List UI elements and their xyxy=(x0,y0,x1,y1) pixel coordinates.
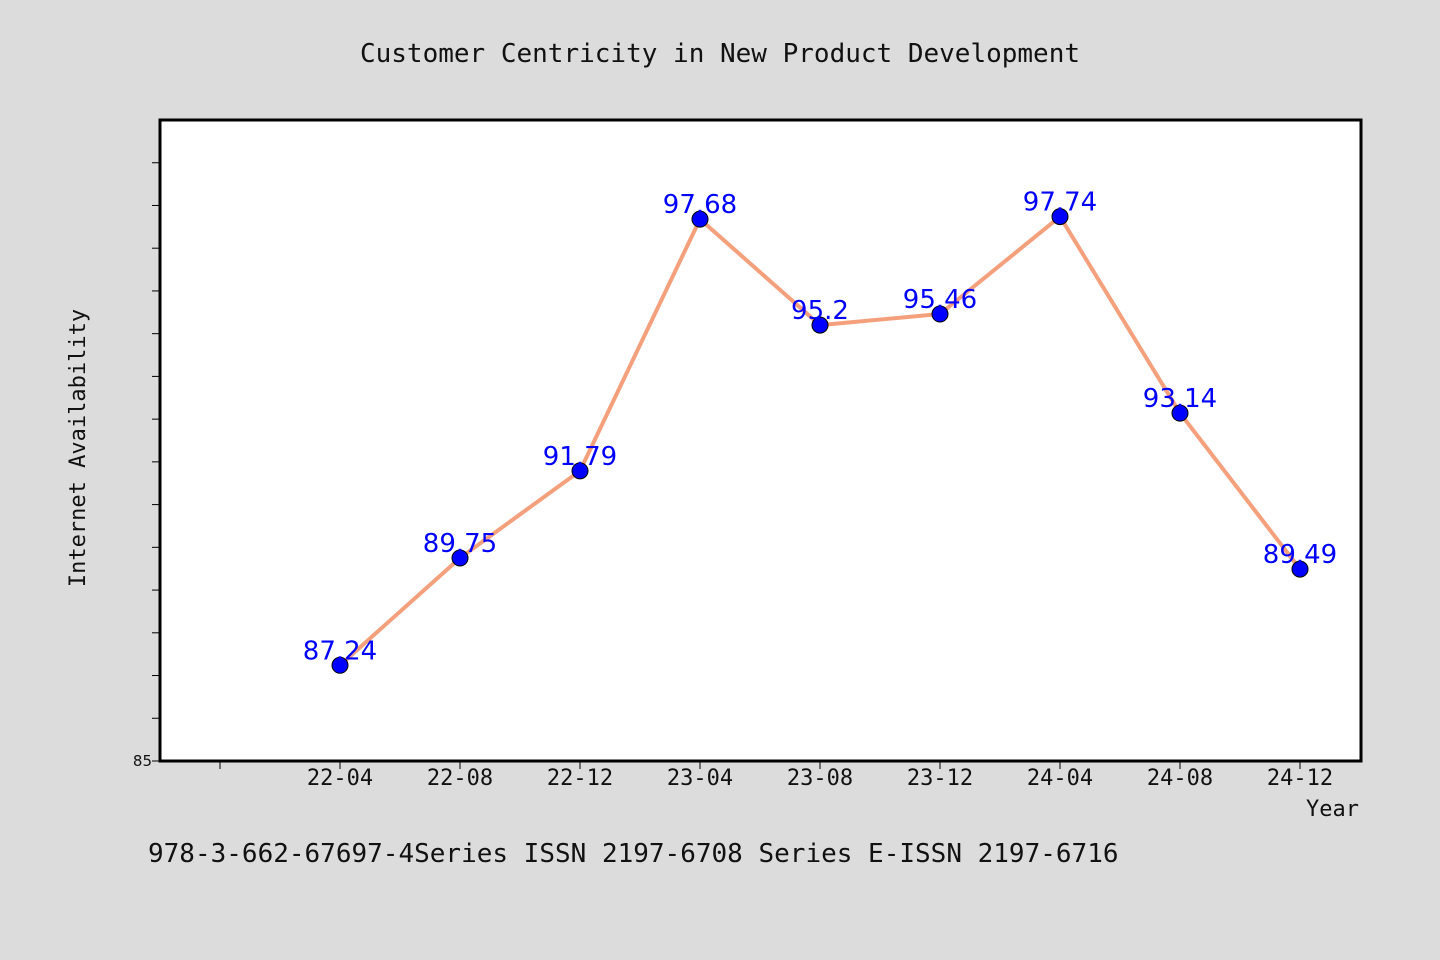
data-labels: 87.24 89.75 91.79 97.68 95.2 95.46 97.74 93.14 8… xyxy=(303,188,1337,667)
plot-area xyxy=(158,118,1363,763)
data-point xyxy=(1291,560,1309,578)
data-point-label: 97.68 xyxy=(663,190,737,220)
data-point xyxy=(571,462,589,480)
data-point-label: 87.24 xyxy=(303,636,377,666)
chart-title: Customer Centricity in New Product Devel… xyxy=(360,39,1080,69)
x-tick-label: 23-08 xyxy=(787,766,853,791)
x-tick-label: 24-12 xyxy=(1267,766,1333,791)
series-points xyxy=(331,208,1309,674)
x-tick-label: 24-08 xyxy=(1147,766,1213,791)
x-tick-label: 22-12 xyxy=(547,766,613,791)
data-point-label: 97.74 xyxy=(1023,188,1097,218)
x-tick-label: 22-08 xyxy=(427,766,493,791)
data-point xyxy=(931,305,949,323)
data-point xyxy=(451,549,469,567)
data-point-label: 89.49 xyxy=(1263,540,1337,570)
x-tick-label: 24-04 xyxy=(1027,766,1093,791)
data-point-label: 89.75 xyxy=(423,529,497,559)
data-point xyxy=(691,210,709,228)
data-point xyxy=(331,656,349,674)
y-axis-label: Internet Availability xyxy=(66,309,91,587)
data-point xyxy=(1051,208,1069,226)
footer-isbn-text: 978-3-662-67697-4Series ISSN 2197-6708 S… xyxy=(148,839,1119,869)
data-point xyxy=(811,316,829,334)
data-point xyxy=(1171,404,1189,422)
x-axis-label: Year xyxy=(1306,797,1359,822)
data-point-label: 93.14 xyxy=(1143,384,1217,414)
y-tick-label: 85 xyxy=(133,752,152,770)
data-point-label: 91.79 xyxy=(543,442,617,472)
y-axis-ticks: 85 xyxy=(133,162,160,770)
x-tick-label: 23-12 xyxy=(907,766,973,791)
data-point-label: 95.2 xyxy=(791,296,849,326)
x-axis-ticks: 22-04 22-08 22-12 23-04 23-08 23-12 24-04 24-08… xyxy=(219,761,1333,791)
x-tick-label: 23-04 xyxy=(667,766,733,791)
data-point-label: 95.46 xyxy=(903,285,977,315)
x-tick-label: 22-04 xyxy=(307,766,373,791)
